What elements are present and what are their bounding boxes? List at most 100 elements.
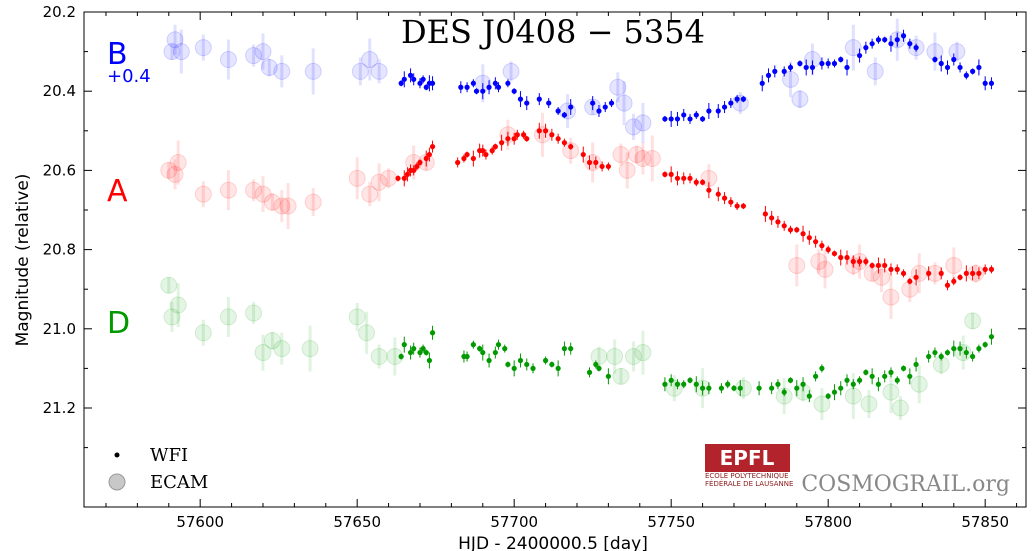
- epfl-logo-line1: ÉCOLE POLYTECHNIQUE: [705, 471, 789, 480]
- ecam-point-a: [361, 185, 379, 203]
- x-tick-label: 57700: [490, 513, 538, 531]
- wfi-point-a: [693, 179, 699, 185]
- wfi-point-d: [426, 357, 432, 364]
- wfi-point-b: [423, 84, 429, 90]
- wfi-point-b: [951, 56, 957, 63]
- wfi-point-b: [511, 88, 517, 94]
- wfi-point-d: [662, 381, 668, 387]
- ecam-point-b: [166, 31, 184, 49]
- ecam-point-d: [370, 348, 388, 366]
- wfi-point-b: [976, 64, 982, 71]
- wfi-point-b: [913, 45, 919, 51]
- ecam-point-d: [348, 308, 366, 326]
- wfi-point-b: [869, 41, 875, 47]
- wfi-point-d: [844, 377, 850, 383]
- wfi-point-a: [480, 148, 486, 154]
- wfi-point-d: [699, 385, 706, 391]
- wfi-point-d: [737, 385, 743, 391]
- ecam-point-d: [169, 296, 187, 314]
- wfi-point-a: [944, 282, 951, 288]
- wfi-point-b: [963, 72, 969, 78]
- ecam-point-d: [219, 308, 237, 326]
- wfi-point-a: [813, 239, 819, 245]
- wfi-point-d: [850, 381, 856, 387]
- y-tick-label: 20.6: [43, 161, 76, 179]
- ecam-point-b: [163, 43, 181, 61]
- ecam-point-d: [612, 367, 630, 385]
- wfi-point-b: [561, 112, 568, 118]
- wfi-point-b: [988, 80, 995, 86]
- y-tick-label: 21.2: [43, 399, 76, 417]
- x-tick-label: 57650: [333, 513, 381, 531]
- wfi-point-b: [464, 84, 470, 90]
- plot-area: [83, 11, 1027, 508]
- wfi-points: [395, 29, 995, 403]
- wfi-point-b: [398, 80, 404, 86]
- wfi-point-a: [499, 140, 505, 146]
- ecam-point-b: [260, 58, 278, 76]
- wfi-point-b: [693, 112, 699, 118]
- wfi-point-b: [932, 56, 938, 63]
- wfi-point-d: [800, 381, 806, 387]
- wfi-point-b: [674, 116, 681, 122]
- wfi-point-b: [882, 37, 888, 43]
- wfi-point-d: [982, 342, 988, 348]
- wfi-point-d: [674, 381, 681, 387]
- wfi-point-d: [593, 361, 599, 368]
- ecam-point-b: [194, 39, 212, 57]
- wfi-point-d: [813, 373, 819, 379]
- wfi-point-d: [495, 342, 502, 348]
- wfi-point-b: [740, 96, 747, 102]
- wfi-point-d: [401, 342, 407, 348]
- wfi-point-a: [414, 163, 420, 170]
- wfi-point-d: [411, 346, 417, 352]
- ecam-point-a: [279, 197, 297, 215]
- wfi-point-a: [464, 151, 470, 158]
- legend-ecam-label: ECAM: [150, 472, 208, 493]
- wfi-point-b: [411, 76, 417, 82]
- ecam-point-a: [612, 146, 630, 164]
- wfi-point-b: [668, 116, 674, 122]
- epfl-logo-title: EPFL: [720, 446, 775, 470]
- ecam-point-a: [219, 181, 237, 199]
- wfi-point-b: [687, 116, 693, 122]
- wfi-point-b: [505, 80, 511, 86]
- wfi-point-a: [586, 159, 593, 166]
- ecam-point-d: [665, 379, 683, 397]
- wfi-point-b: [473, 88, 480, 94]
- ecam-point-d: [301, 340, 319, 358]
- wfi-point-d: [555, 365, 561, 371]
- wfi-point-a: [850, 258, 856, 265]
- wfi-point-a: [674, 175, 681, 181]
- wfi-point-b: [797, 60, 803, 67]
- wfi-point-a: [599, 163, 605, 170]
- wfi-point-b: [957, 64, 963, 71]
- ecam-point-b: [844, 39, 862, 57]
- ecam-point-b: [172, 43, 190, 61]
- series-label-d: D: [107, 306, 130, 341]
- wfi-point-b: [809, 64, 816, 71]
- wfi-point-d: [932, 349, 938, 356]
- wfi-point-b: [602, 104, 608, 110]
- wfi-point-a: [706, 187, 712, 193]
- wfi-point-a: [951, 278, 957, 284]
- wfi-point-d: [882, 373, 888, 379]
- wfi-point-a: [524, 136, 530, 142]
- wfi-point-a: [957, 274, 963, 280]
- ecam-point-b: [304, 62, 322, 80]
- wfi-point-a: [926, 270, 932, 276]
- legend-wfi-marker: [114, 452, 120, 458]
- y-axis-label: Magnitude (relative): [13, 174, 33, 347]
- ecam-point-b: [502, 62, 520, 80]
- wfi-point-d: [517, 357, 524, 364]
- ecam-point-a: [810, 252, 828, 270]
- ecam-point-b: [361, 51, 379, 69]
- ecam-point-b: [948, 43, 966, 61]
- wfi-point-a: [869, 262, 875, 269]
- wfi-point-a: [521, 132, 527, 138]
- ecam-point-d: [254, 344, 272, 362]
- wfi-point-a: [863, 258, 869, 265]
- y-tick-label: 20.4: [43, 82, 76, 100]
- wfi-point-d: [477, 346, 483, 352]
- ecam-point-b: [615, 94, 633, 112]
